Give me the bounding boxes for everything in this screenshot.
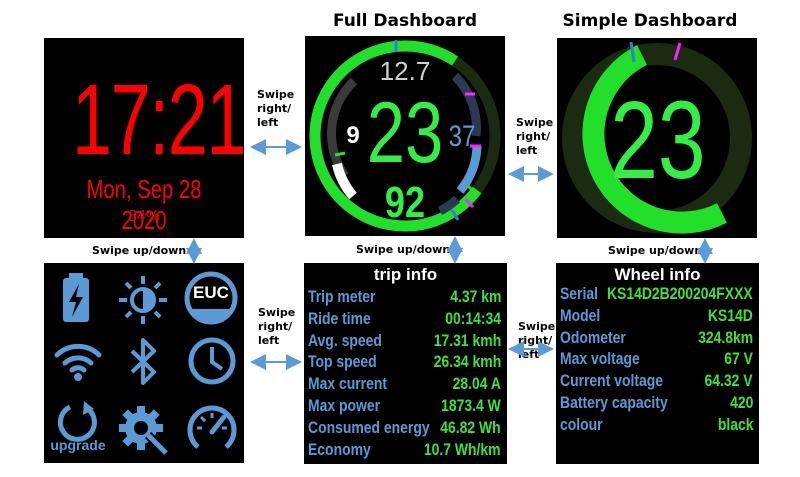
wheel-info-label: Current voltage (560, 371, 664, 391)
simple-dashboard-gauge (562, 41, 752, 234)
trip-info-value: 1873.4 W (441, 396, 501, 415)
trip-info-row: Ride time 00:14:34 (308, 309, 501, 331)
full-dashboard-caption: Full Dashboard (332, 11, 478, 31)
trip-info-value: 46.82 Wh (440, 417, 501, 437)
trip-info-label: Avg. speed (308, 330, 382, 350)
wheel-info-title: Wheel info (614, 265, 701, 284)
wheel-info-row: Max voltage 67 V (560, 349, 753, 371)
trip-info-row: Max power 1873.4 W (308, 396, 501, 418)
trip-info-value: 10.7 Wh/km (424, 439, 501, 459)
simple-dashboard-caption: Simple Dashboard (562, 11, 738, 31)
trip-info-screen[interactable]: trip info Trip meter 4.37 km Ride time 00:1… (304, 263, 507, 464)
swipe-label-ud-2: Swipe up/down (356, 243, 451, 256)
trip-info-value: 17.31 kmh (433, 330, 501, 350)
wheel-info-value: 324.8km (697, 327, 753, 347)
full-dash-left-value: 9 (346, 122, 360, 149)
full-dash-bottom-value: 92 (384, 178, 426, 227)
trip-info-row: Avg. speed 17.31 kmh (308, 331, 501, 353)
wheel-info-value: black (717, 414, 753, 434)
wheel-info-row: colour black (560, 415, 753, 437)
trip-info-value: 28.04 A (452, 374, 501, 394)
swipe-label-ud-3: Swipe up/down (608, 244, 703, 257)
watchface-screen[interactable]: 17:21 Mon, Sep 28 2020 84% (44, 38, 244, 238)
simple-dashboard-screen[interactable]: 23 (557, 38, 757, 238)
wheel-info-row: Odometer 324.8km (560, 328, 753, 350)
full-dash-top-value: 12.7 (379, 56, 431, 86)
full-dashboard-screen[interactable]: 12.7 9 23 37 92 (305, 36, 505, 236)
euc-label: EUC (193, 283, 229, 302)
simple-dash-speed: 23 (610, 79, 706, 202)
swipe-label-rl-4: Swipe right/left (518, 320, 556, 361)
trip-info-label: Economy (308, 439, 371, 459)
wheel-info-screen[interactable]: Wheel info Serial KS14D2B200204FXXX Model K… (556, 263, 759, 464)
clock-date: Mon, Sep 28 2020 (86, 174, 202, 235)
swipe-label-rl-2: Swipe right/left (516, 116, 554, 157)
wheel-info-label: Serial (560, 284, 598, 303)
wheel-info-label: Battery capacity (560, 393, 668, 412)
trip-info-label: Consumed energy (308, 417, 430, 437)
upgrade-label: upgrade (50, 437, 106, 453)
brightness-icon[interactable] (116, 273, 170, 327)
trip-info-title: trip info (373, 265, 438, 284)
trip-info-row: Economy 10.7 Wh/km (308, 440, 501, 462)
menu-screen[interactable]: EUC upgrade (44, 263, 244, 463)
battery-icon[interactable] (52, 271, 102, 327)
speedometer-icon[interactable] (184, 401, 240, 457)
wheel-info-value: 420 (729, 393, 753, 412)
wheel-info-row: Current voltage 64.32 V (560, 371, 753, 393)
wheel-info-row: Battery capacity 420 (560, 393, 753, 415)
swipe-label-rl-3: Swipe right/left (258, 306, 296, 347)
trip-info-row: Max current 28.04 A (308, 374, 501, 396)
trip-info-label: Ride time (308, 308, 371, 328)
trip-info-value: 26.34 kmh (433, 352, 501, 372)
trip-info-row: Consumed energy 46.82 Wh (308, 418, 501, 440)
swipe-label-ud-1: Swipe up/down (92, 244, 187, 257)
trip-info-label: Trip meter (308, 287, 376, 306)
clock-time: 17:21 (72, 64, 244, 176)
trip-info-value: 4.37 km (449, 287, 501, 306)
euc-icon[interactable]: EUC (184, 269, 238, 325)
wheel-info-label: Max voltage (560, 349, 640, 369)
wheel-info-label: Model (560, 305, 601, 325)
trip-info-row: Trip meter 4.37 km (308, 287, 501, 309)
trip-info-label: Max power (308, 396, 381, 415)
wifi-icon[interactable] (52, 339, 104, 383)
trip-info-value: 00:14:34 (445, 308, 501, 328)
wheel-info-value: 64.32 V (704, 371, 753, 391)
wheel-info-value: 67 V (724, 349, 753, 369)
wheel-info-row: Model KS14D (560, 306, 753, 328)
trip-info-label: Top speed (308, 352, 377, 372)
wheel-info-label: Odometer (560, 327, 626, 347)
upgrade-icon[interactable]: upgrade (48, 399, 108, 459)
full-dash-speed: 23 (366, 85, 444, 181)
trip-info-row: Top speed 26.34 kmh (308, 352, 501, 374)
wheel-info-label: colour (560, 414, 603, 434)
bluetooth-icon[interactable] (122, 335, 166, 389)
battery-percent: 84% (127, 208, 161, 225)
wheel-info-value: KS14D (708, 305, 753, 325)
wheel-info-row: Serial KS14D2B200204FXXX (560, 284, 753, 306)
trip-info-label: Max current (308, 374, 388, 394)
wheel-info-value: KS14D2B200204FXXX (607, 284, 753, 303)
swipe-label-rl-1: Swipe right/left (257, 88, 295, 129)
clock-icon[interactable] (186, 335, 238, 387)
full-dashboard-gauges (309, 40, 501, 232)
settings-icon[interactable] (116, 401, 172, 457)
full-dash-right-value: 37 (448, 120, 476, 153)
